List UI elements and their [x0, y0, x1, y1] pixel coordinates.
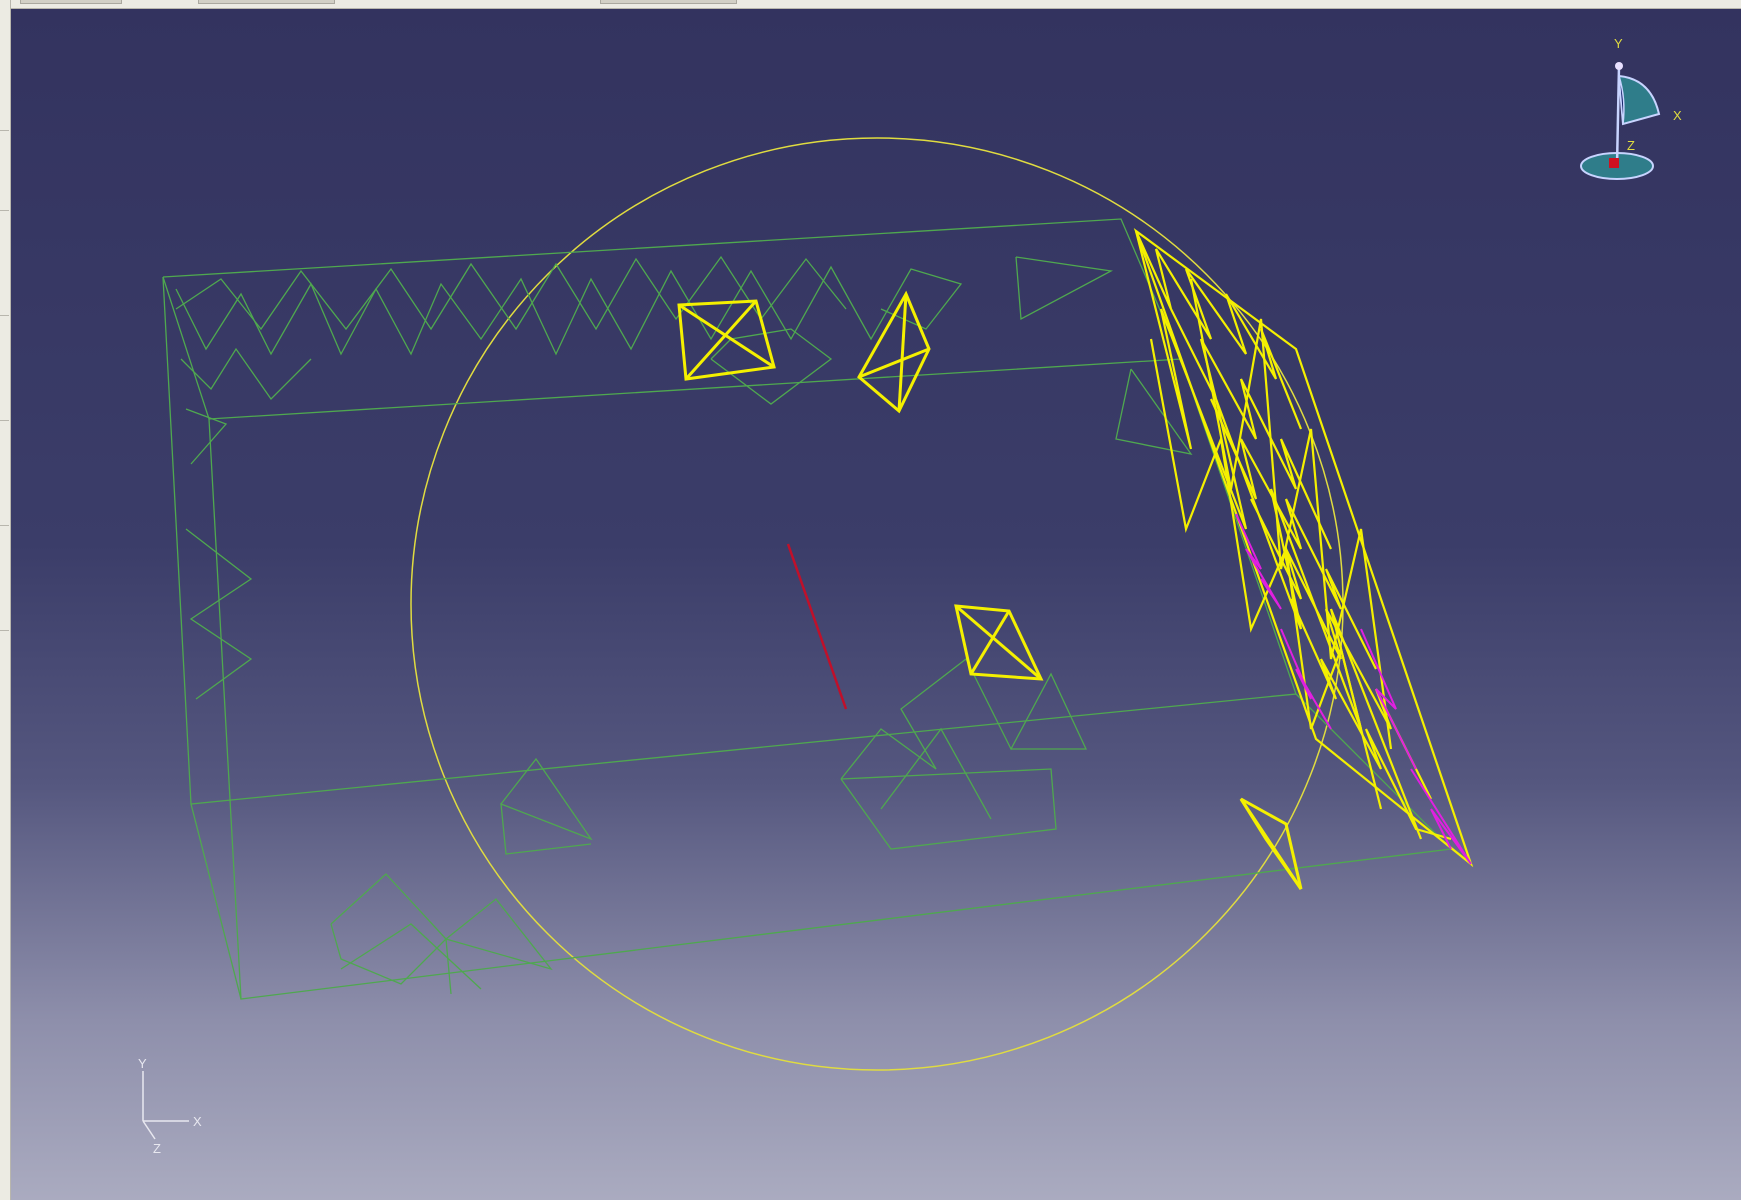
compass-label-y: Y: [1614, 36, 1623, 51]
compass-icon[interactable]: Y X Z: [1551, 24, 1691, 184]
triad-label-z: Z: [153, 1141, 161, 1156]
axis-triad-icon: Y X Z: [138, 1056, 202, 1156]
3d-viewport[interactable]: Y X Z Y X Z: [11, 9, 1741, 1200]
bounding-sphere: [410, 137, 1344, 1071]
triad-label-x: X: [193, 1114, 202, 1129]
compass-label-x: X: [1673, 108, 1682, 123]
scene-geometry[interactable]: [11, 9, 1741, 1200]
toolbar-tab[interactable]: [600, 0, 737, 4]
triad-label-y: Y: [138, 1056, 147, 1071]
toolbar-tab[interactable]: [198, 0, 335, 4]
wireframe-enclosure[interactable]: [162, 218, 1453, 1000]
highlighted-elements[interactable]: [1235, 513, 1472, 865]
compass-label-z: Z: [1627, 138, 1635, 153]
axis-line: [786, 543, 848, 710]
selected-elements[interactable]: [677, 290, 1303, 890]
left-toolbar-strip: [0, 0, 11, 1200]
top-toolbar-strip: [0, 0, 1741, 9]
selected-mesh-panel[interactable]: [1133, 227, 1474, 868]
toolbar-tab[interactable]: [20, 0, 122, 4]
